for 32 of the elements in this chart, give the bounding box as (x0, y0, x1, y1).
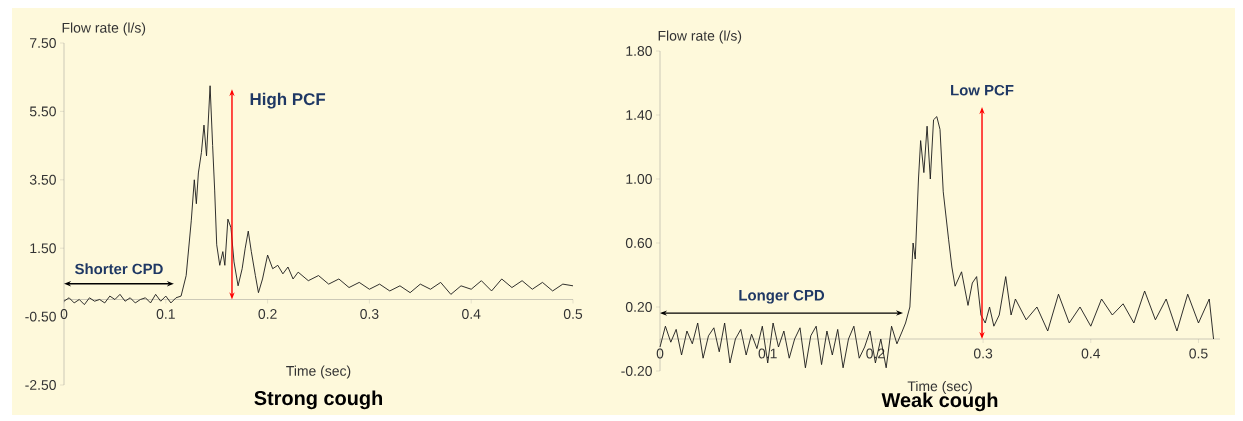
x-tick-label: 0.5 (563, 309, 583, 319)
x-tick-label: 0 (60, 309, 68, 319)
x-tick-label: 0.3 (973, 348, 993, 359)
y-tick-label: 7.50 (30, 38, 56, 48)
annotation: Longer CPD (739, 289, 825, 304)
x-axis-title: Time (sec) (286, 365, 351, 379)
y-tick-label: 0.20 (625, 302, 652, 312)
text: Weak cough (881, 392, 998, 412)
y-tick-label: 0.60 (625, 238, 652, 248)
y-tick-label: 1.00 (626, 174, 652, 184)
y-tick-label: 1.40 (626, 110, 652, 120)
x-tick-label: 0 (656, 348, 664, 359)
y-axis-title: Flow rate (l/s) (658, 30, 742, 44)
y-axis-title: Flow rate (l/s) (62, 22, 146, 36)
y-tick-label: -2.50 (25, 380, 56, 390)
y-tick-label: 5.50 (29, 106, 56, 117)
annotation: Shorter CPD (74, 263, 163, 275)
x-tick-label: 0.3 (360, 309, 379, 319)
annotation: Low PCF (951, 84, 1014, 96)
line-series (63, 85, 574, 306)
x-tick-label: 0.1 (156, 309, 175, 319)
text: Strong cough (254, 390, 383, 410)
y-tick-label: 1.80 (626, 46, 652, 56)
x-tick-label: 0.4 (1081, 348, 1101, 359)
x-tick-label: 0.2 (258, 309, 277, 319)
y-tick-label: -0.50 (25, 311, 56, 322)
x-tick-label: 0.5 (1189, 348, 1208, 359)
y-tick-label: -0.20 (621, 366, 652, 376)
x-tick-label: 0.4 (462, 309, 481, 319)
annotation: High PCF (250, 92, 326, 109)
y-tick-label: 1.50 (30, 243, 56, 254)
y-tick-label: 3.50 (29, 174, 56, 185)
